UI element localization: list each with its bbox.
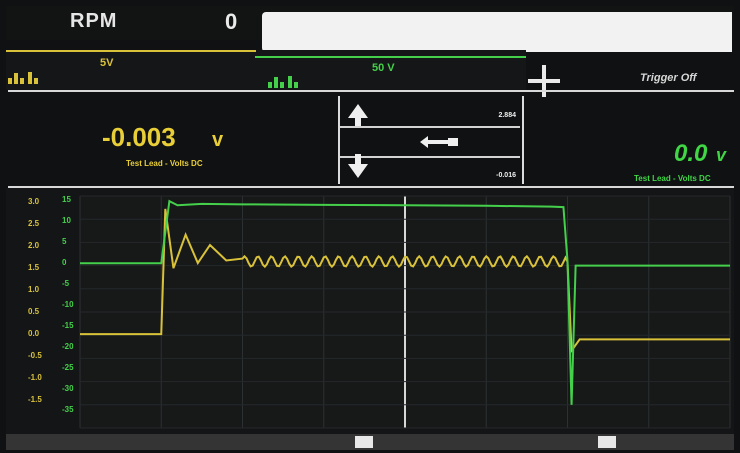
cursor-lower-value: -0.016 xyxy=(496,172,516,179)
rpm-label: RPM xyxy=(70,10,118,32)
channel-1-meter: -0.003 v Test Lead - Volts DC xyxy=(6,94,336,184)
rpm-value: 0 xyxy=(225,9,238,34)
y-axis-left-tick-label: 2.5 xyxy=(28,219,40,228)
y-axis-left-tick-label: 0.5 xyxy=(28,307,40,316)
cursor-upper-value: 2.884 xyxy=(498,112,516,119)
y-axis-left-tick-label: -0.5 xyxy=(28,351,42,360)
channel-2-unit: v xyxy=(716,145,727,165)
waveform-graph[interactable]: 3.0 2.5 2.0 1.5 1.0 0.5 0.0 -0.5 -1.0 -1.5 15 10 5 0… xyxy=(6,188,734,447)
channel-1-value: -0.003 xyxy=(102,122,176,152)
series-yellow-line xyxy=(80,208,730,354)
y-axis-right-tick-label: 15 xyxy=(62,195,71,204)
y-axis-left-tick-label: 2.0 xyxy=(28,241,40,250)
y-axis-right-ticks: 15 10 5 0 -5 -10 -15 -20 -25 -30 -35 xyxy=(62,195,74,414)
channel-1-signal-icon[interactable] xyxy=(8,68,42,84)
cursor-divider-upper xyxy=(340,126,520,128)
y-axis-right-tick-label: 10 xyxy=(62,216,71,225)
y-axis-right-tick-label: 0 xyxy=(62,258,67,267)
channel-2-meter: 0.0 v Test Lead - Volts DC xyxy=(522,96,734,184)
series-green-line xyxy=(80,199,730,405)
time-marker-2[interactable] xyxy=(598,436,616,448)
y-axis-left-tick-label: -1.0 xyxy=(28,373,42,382)
channel-1-label: Test Lead - Volts DC xyxy=(126,159,203,168)
panel-divider-bottom xyxy=(8,186,734,188)
y-axis-left-ticks: 3.0 2.5 2.0 1.5 1.0 0.5 0.0 -0.5 -1.0 -1.5 xyxy=(28,197,42,404)
channel-2-signal-icon[interactable] xyxy=(268,72,302,88)
cursor-up-arrow-icon[interactable] xyxy=(348,104,368,118)
channel-1-scale[interactable]: 5V xyxy=(100,57,114,69)
cursor-divider-lower xyxy=(340,156,520,158)
channel-2-label: Test Lead - Volts DC xyxy=(634,174,711,183)
channel-2-scale[interactable]: 50 V xyxy=(372,62,395,74)
cursor-controls: 2.884 -0.016 xyxy=(338,96,524,184)
cursor-down-arrow-icon[interactable] xyxy=(348,164,368,178)
waveform-chart: 3.0 2.5 2.0 1.5 1.0 0.5 0.0 -0.5 -1.0 -1.5 15 10 5 0… xyxy=(28,195,731,441)
y-axis-left-tick-label: 0.0 xyxy=(28,329,40,338)
y-axis-left-tick-label: 1.0 xyxy=(28,285,40,294)
add-channel-icon[interactable] xyxy=(528,65,560,97)
channel-1-indicator-line xyxy=(6,50,256,52)
channel-2-indicator-line xyxy=(255,56,526,58)
y-axis-right-tick-label: -30 xyxy=(62,384,74,393)
y-axis-right-tick-label: -5 xyxy=(62,279,70,288)
cursor-swap-icon[interactable] xyxy=(418,134,460,150)
trigger-status[interactable]: Trigger Off xyxy=(640,72,697,84)
y-axis-left-tick-label: 3.0 xyxy=(28,197,40,206)
cursor-up-arrow-stem xyxy=(355,118,361,128)
y-axis-right-tick-label: 5 xyxy=(62,237,67,246)
cursor-down-arrow-stem xyxy=(355,154,361,164)
y-axis-right-tick-label: -25 xyxy=(62,363,74,372)
y-axis-right-tick-label: -10 xyxy=(62,300,74,309)
rpm-meter-bar xyxy=(262,12,732,52)
chart-series xyxy=(80,199,730,405)
y-axis-right-tick-label: -15 xyxy=(62,321,74,330)
chart-grid xyxy=(79,195,731,429)
panel-divider-top xyxy=(8,90,734,92)
y-axis-left-tick-label: 1.5 xyxy=(28,263,40,272)
channel-1-unit: v xyxy=(212,129,224,151)
y-axis-right-tick-label: -35 xyxy=(62,405,74,414)
time-marker-1[interactable] xyxy=(355,436,373,448)
y-axis-left-tick-label: -1.5 xyxy=(28,395,42,404)
channel-2-value: 0.0 xyxy=(674,140,708,167)
y-axis-right-tick-label: -20 xyxy=(62,342,74,351)
